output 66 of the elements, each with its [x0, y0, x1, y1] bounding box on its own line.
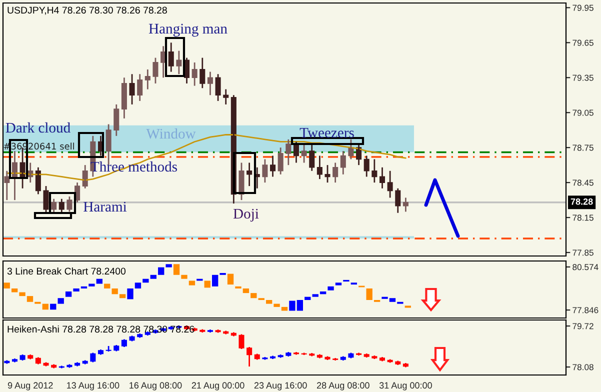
- y-tick-label: 78.45: [572, 180, 594, 186]
- x-tick-label: 13 Aug 16:00: [67, 382, 120, 390]
- annotation: Harami: [84, 202, 127, 212]
- bar: [19, 292, 26, 296]
- bar: [26, 296, 34, 302]
- bar: [104, 284, 110, 288]
- chart-title: Heiken-Ashi 78.28 78.28 78.28 78.30 78.26: [8, 325, 194, 333]
- annotation: Tweezers: [300, 128, 354, 138]
- bar: [242, 288, 250, 294]
- y-tick-label: 78.08: [572, 364, 594, 370]
- bar: [274, 304, 280, 307]
- bar: [50, 304, 56, 310]
- bar: [142, 278, 149, 283]
- y-tick-label: 79.05: [572, 110, 594, 116]
- annotation: Doji: [233, 208, 259, 222]
- x-tick-label: 23 Aug 16:00: [254, 382, 307, 390]
- bar: [4, 282, 10, 288]
- bar: [335, 282, 342, 286]
- bar: [304, 296, 311, 300]
- bar: [181, 274, 188, 279]
- bar: [112, 288, 118, 294]
- y-tick-label: 79.72: [572, 323, 594, 330]
- bar: [11, 288, 18, 292]
- y-tick-label: 80.574: [572, 264, 598, 270]
- bar: [173, 264, 180, 275]
- ref-line-label: 78.28: [570, 198, 593, 205]
- x-tick-label: 16 Aug 08:00: [130, 382, 182, 390]
- bar: [127, 288, 134, 300]
- x-tick-label: 31 Aug 00:00: [379, 382, 432, 390]
- bar: [134, 282, 142, 288]
- annotation: Dark cloud: [6, 122, 70, 133]
- bar: [188, 280, 196, 286]
- x-tick-label: 9 Aug 2012: [8, 382, 53, 390]
- y-tick-label: 77.846: [572, 307, 598, 314]
- x-tick-label: 21 Aug 00:00: [192, 382, 244, 390]
- bar: [328, 286, 334, 290]
- bar: [366, 288, 372, 300]
- bar: [42, 304, 49, 310]
- y-tick-label: 78.75: [572, 144, 594, 151]
- y-tick-label: 79.35: [572, 74, 594, 81]
- bar: [320, 291, 326, 294]
- bar: [266, 300, 272, 304]
- bar: [250, 293, 257, 298]
- bar: [65, 291, 72, 297]
- candlestick: [43, 185, 49, 214]
- bar: [119, 294, 126, 298]
- y-tick-label: 77.85: [572, 250, 594, 256]
- y-tick-label: 79.95: [572, 4, 594, 11]
- bar: [158, 267, 164, 275]
- x-tick-label: 28 Aug 08:00: [316, 382, 370, 390]
- bar: [204, 280, 210, 288]
- candlestick: [238, 334, 244, 350]
- bar: [227, 274, 234, 285]
- candlestick: [324, 164, 330, 184]
- bar: [88, 284, 95, 286]
- bar: [212, 274, 218, 286]
- bar: [312, 294, 318, 297]
- y-tick-label: 78.15: [572, 214, 594, 221]
- bar: [58, 298, 64, 304]
- bar: [150, 274, 156, 279]
- bar: [166, 264, 172, 268]
- bar: [73, 288, 80, 292]
- y-tick-label: 79.65: [572, 40, 594, 46]
- chart-title: USDJPY,H4 78.26 78.30 78.26 78.28: [8, 6, 167, 15]
- text: 3 Line Break Chart 78.2400: [7, 267, 126, 275]
- annotation: Hanging man: [148, 24, 228, 37]
